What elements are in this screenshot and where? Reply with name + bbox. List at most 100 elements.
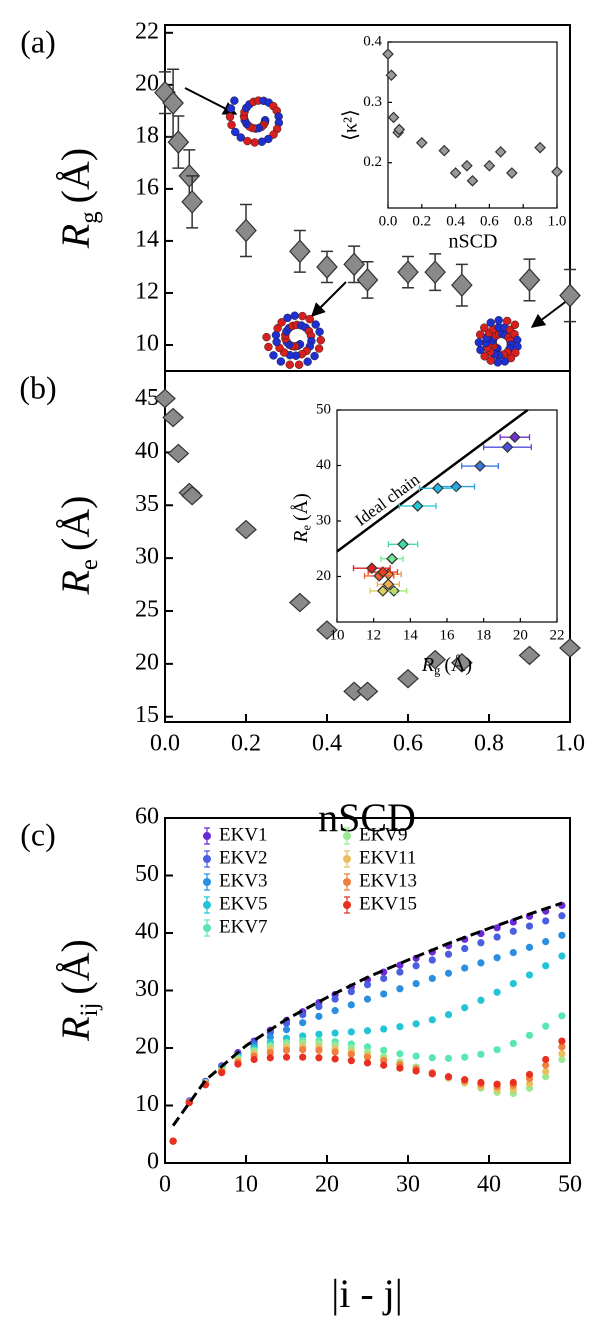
- data-point: [387, 111, 400, 124]
- molecule-bead: [486, 318, 495, 327]
- data-point: [493, 924, 501, 932]
- data-point: [331, 1055, 339, 1063]
- data-point: [282, 1026, 291, 1034]
- plot-frame: [164, 370, 571, 723]
- data-point: [558, 1037, 566, 1045]
- data-point: [559, 283, 581, 308]
- panel-label: (c): [20, 816, 56, 852]
- y-tick-label: 50: [316, 401, 331, 417]
- legend-marker: [203, 878, 211, 886]
- molecule-bead: [264, 342, 273, 352]
- legend-label: EKV3: [219, 870, 268, 891]
- data-point: [235, 218, 257, 243]
- y-tick-label: 12: [135, 278, 159, 304]
- data-point: [444, 1073, 453, 1081]
- data-point: [477, 1050, 485, 1058]
- data-point: [315, 1003, 323, 1011]
- data-point: [411, 500, 424, 512]
- molecule-bead: [276, 357, 286, 366]
- x-tick-label: 10: [234, 1171, 258, 1197]
- data-point: [396, 968, 404, 976]
- molecule-bead: [269, 351, 278, 360]
- data-point: [380, 974, 388, 983]
- data-point: [431, 482, 444, 495]
- data-point: [347, 1050, 355, 1058]
- molecule-bead: [502, 316, 512, 326]
- y-tick-label: 60: [135, 804, 159, 830]
- y-tick-label: 35: [135, 491, 159, 517]
- molecule-bead: [231, 127, 240, 137]
- x-tick-label: 0.0: [150, 730, 180, 756]
- data-point: [509, 1078, 517, 1087]
- x-tick-label: 18: [476, 628, 491, 644]
- data-point: [380, 1061, 388, 1069]
- data-point: [343, 252, 365, 277]
- y-tick-label: 0.3: [363, 94, 382, 110]
- data-point: [466, 174, 479, 187]
- y-tick-label: 22: [135, 18, 159, 44]
- data-point: [169, 1137, 177, 1145]
- data-point: [461, 944, 469, 953]
- data-point: [282, 1046, 291, 1054]
- data-point: [412, 962, 420, 970]
- data-point: [288, 592, 311, 613]
- data-point: [461, 1076, 469, 1084]
- x-tick-label: 0.0: [379, 214, 398, 230]
- data-point: [356, 268, 379, 292]
- data-point: [412, 980, 420, 988]
- axis-label: Rij (Å): [53, 939, 103, 1042]
- data-point: [181, 485, 204, 506]
- legend-label: EKV5: [219, 893, 268, 914]
- data-point: [315, 1030, 323, 1038]
- legend-label: EKV1: [219, 824, 268, 845]
- molecule-bead: [262, 332, 271, 342]
- axis-label-symbol: R: [53, 224, 98, 249]
- data-point: [493, 1046, 501, 1054]
- axis-label: Re (Å): [53, 496, 103, 596]
- legend-marker: [343, 901, 351, 909]
- legend-marker: [343, 878, 351, 886]
- data-point: [382, 578, 395, 591]
- x-tick-label: 16: [440, 628, 456, 644]
- data-point: [508, 431, 521, 444]
- y-tick-label: 50: [135, 861, 159, 887]
- y-tick-label: 10: [135, 330, 159, 356]
- data-point: [396, 985, 404, 993]
- data-point: [477, 939, 485, 947]
- axis-label-unit: (Å): [53, 939, 98, 995]
- molecule-bead: [493, 358, 502, 367]
- x-tick-label: 1.0: [555, 730, 585, 756]
- data-point: [558, 1050, 566, 1058]
- molecule-bead: [283, 313, 292, 323]
- axis-label-symbol: R: [53, 1016, 98, 1041]
- y-tick-label: 30: [135, 976, 159, 1002]
- data-point: [558, 952, 566, 960]
- data-point: [331, 1007, 339, 1015]
- data-point: [363, 1027, 372, 1035]
- y-tick-label: 20: [316, 568, 331, 584]
- data-point: [385, 69, 398, 82]
- data-point: [289, 239, 311, 264]
- axis-label: nSCD: [449, 231, 498, 253]
- data-point: [315, 1054, 323, 1062]
- reference-curve: [171, 901, 563, 1127]
- data-point: [428, 974, 436, 983]
- molecule-bead: [290, 311, 299, 320]
- plot-frame: [387, 41, 558, 209]
- data-point: [506, 167, 518, 179]
- y-tick-label: 30: [135, 544, 159, 570]
- molecule-bead: [230, 96, 239, 105]
- legend-marker: [343, 855, 351, 863]
- x-tick-label: 20: [315, 1171, 339, 1197]
- molecule-bead: [315, 327, 324, 337]
- data-point: [461, 964, 469, 972]
- axis-label-subscript: g: [76, 211, 103, 223]
- legend-label: EKV9: [359, 824, 408, 845]
- axis-label-subscript: ij: [76, 1003, 103, 1017]
- data-point: [493, 988, 501, 996]
- data-point: [477, 996, 485, 1004]
- data-point: [493, 1080, 501, 1088]
- data-point: [534, 141, 546, 154]
- y-tick-label: 14: [135, 226, 159, 252]
- x-tick-label: 10: [330, 628, 345, 644]
